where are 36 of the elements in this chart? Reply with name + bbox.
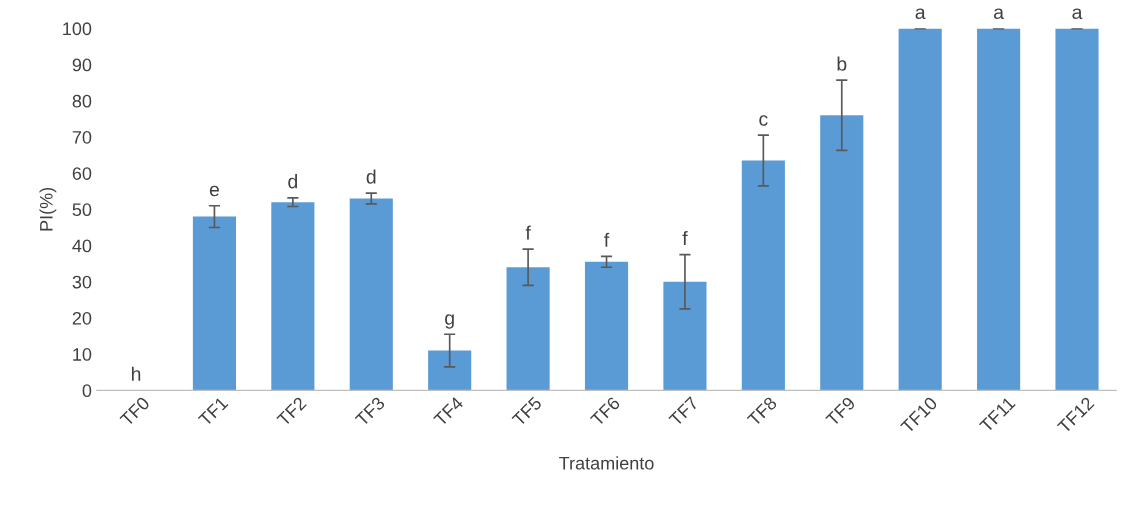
y-tick-label: 0 — [82, 384, 92, 398]
annotation: d — [288, 174, 298, 189]
x-tick-label: TF8 — [746, 396, 778, 427]
y-tick-label: 30 — [72, 275, 92, 289]
y-tick-label: 10 — [73, 348, 92, 361]
x-tick-label: TF4 — [433, 396, 464, 427]
x-tick-label: TF3 — [354, 396, 386, 427]
annotation: f — [682, 230, 688, 246]
annotation: e — [209, 185, 219, 197]
annotation: a — [1072, 8, 1083, 20]
y-tick-label: 20 — [72, 311, 92, 325]
annotation: f — [525, 225, 531, 240]
x-tick-label: TF2 — [276, 396, 307, 427]
x-tick-label: TF5 — [511, 396, 543, 427]
x-tick-label: TF1 — [197, 396, 229, 427]
annotation: a — [915, 8, 926, 20]
y-tick-label: 80 — [72, 94, 92, 108]
x-tick-label: TF0 — [119, 396, 151, 427]
annotation: c — [759, 115, 768, 126]
y-tick-label: 50 — [72, 203, 92, 217]
y-tick-label: 90 — [72, 58, 92, 72]
annotation: f — [604, 232, 610, 247]
annotation: h — [131, 366, 141, 381]
x-tick-label: TF7 — [668, 396, 699, 427]
y-tick-label: 70 — [72, 130, 92, 144]
x-axis-title: Tratamiento — [559, 456, 654, 470]
annotation: d — [366, 169, 376, 184]
x-tick-label: TF6 — [589, 396, 621, 427]
y-tick-label: 60 — [72, 167, 92, 180]
annotation: b — [837, 56, 847, 71]
annotation: g — [445, 314, 454, 329]
y-tick-label: 100 — [63, 22, 92, 36]
x-tick-label: TF9 — [825, 396, 856, 427]
annotation: a — [994, 8, 1004, 20]
y-tick-label: 40 — [72, 239, 92, 253]
y-axis-title: PI(%) — [39, 187, 57, 231]
